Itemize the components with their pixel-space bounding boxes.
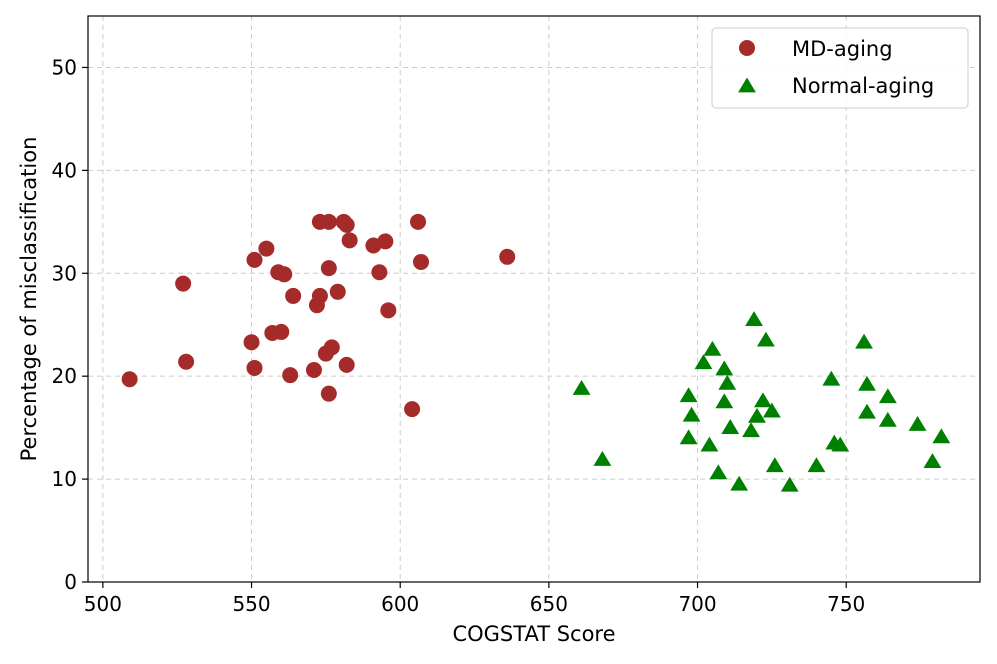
normal-aging-point xyxy=(780,476,799,492)
md-aging-point xyxy=(341,232,358,249)
md-aging-point xyxy=(323,339,340,356)
md-aging-point xyxy=(320,213,337,230)
normal-aging-point xyxy=(831,436,850,452)
x-tick-label: 650 xyxy=(530,592,568,616)
md-aging-point xyxy=(329,283,346,300)
md-aging-point xyxy=(305,362,322,379)
normal-aging-point xyxy=(858,403,876,419)
y-tick-label: 30 xyxy=(52,261,77,285)
normal-aging-point xyxy=(742,422,760,438)
legend-label-md-aging: MD-aging xyxy=(792,37,893,61)
x-tick-label: 500 xyxy=(84,592,122,616)
normal-aging-point xyxy=(718,374,737,390)
legend-box xyxy=(711,27,969,109)
normal-aging-point xyxy=(679,429,698,445)
normal-aging-point xyxy=(572,380,591,395)
md-aging-point xyxy=(258,240,275,257)
x-tick-label: 550 xyxy=(232,592,270,616)
md-aging-point xyxy=(282,367,299,384)
normal-aging-point xyxy=(822,370,841,386)
md-aging-point xyxy=(246,359,263,376)
legend: MD-aging Normal-aging xyxy=(711,27,969,109)
normal-aging-point xyxy=(754,392,772,408)
legend-label-normal-aging: Normal-aging xyxy=(792,74,934,98)
normal-aging-point xyxy=(756,331,775,347)
normal-aging-point xyxy=(721,419,740,435)
md-aging-point xyxy=(380,302,397,319)
md-aging-point xyxy=(243,334,260,351)
md-aging-point xyxy=(413,253,430,270)
normal-aging-point xyxy=(694,354,713,370)
md-aging-point xyxy=(499,248,516,265)
y-axis-ticks: 0 10 20 30 40 50 xyxy=(52,55,88,594)
md-aging-point xyxy=(121,371,138,388)
normal-aging-point xyxy=(730,475,749,491)
normal-aging-point xyxy=(748,407,766,423)
normal-aging-point xyxy=(715,393,734,409)
plot-frame xyxy=(87,15,981,583)
md-aging-point xyxy=(404,401,421,418)
x-tick-label: 600 xyxy=(381,592,419,616)
normal-aging-point xyxy=(878,388,897,404)
normal-aging-point xyxy=(765,457,784,473)
data-points xyxy=(121,213,951,492)
normal-aging-point xyxy=(807,457,826,473)
y-tick-label: 50 xyxy=(52,55,77,79)
y-tick-label: 20 xyxy=(52,364,77,388)
legend-marker-normal-aging xyxy=(738,77,756,93)
md-aging-point xyxy=(175,275,192,292)
x-tick-label: 750 xyxy=(827,592,865,616)
x-tick-label: 700 xyxy=(678,592,716,616)
md-aging-point xyxy=(377,233,394,250)
normal-aging-point xyxy=(715,360,734,376)
normal-aging-point xyxy=(908,416,927,431)
normal-aging-point xyxy=(682,406,701,422)
md-aging-point xyxy=(338,356,355,373)
md-aging-point xyxy=(410,213,427,230)
normal-aging-point xyxy=(700,436,719,452)
md-aging-point xyxy=(338,216,355,233)
normal-aging-point xyxy=(878,411,897,427)
normal-aging-point xyxy=(855,333,873,349)
x-axis-ticks: 500 550 600 650 700 750 xyxy=(84,582,865,616)
md-aging-point xyxy=(273,323,290,340)
normal-aging-point xyxy=(593,451,612,466)
md-aging-point xyxy=(276,266,293,283)
normal-aging-point xyxy=(923,453,942,468)
y-tick-label: 0 xyxy=(64,570,77,594)
md-aging-point xyxy=(311,287,328,304)
normal-aging-point xyxy=(932,428,951,444)
y-tick-label: 10 xyxy=(52,467,77,491)
normal-aging-point xyxy=(745,311,763,326)
y-axis-label: Percentage of misclassification xyxy=(17,137,41,462)
md-aging-point xyxy=(178,353,195,370)
normal-aging-point xyxy=(709,464,728,480)
normal-aging-point xyxy=(858,375,876,391)
md-aging-point xyxy=(246,251,263,268)
normal-aging-point xyxy=(762,402,781,418)
md-aging-point xyxy=(320,260,337,277)
x-axis-label: COGSTAT Score xyxy=(452,622,615,646)
md-aging-point xyxy=(285,287,302,304)
normal-aging-point xyxy=(703,340,722,356)
md-aging-point xyxy=(320,385,337,402)
y-tick-label: 40 xyxy=(52,158,77,182)
md-aging-point xyxy=(371,264,388,281)
legend-marker-md-aging xyxy=(739,40,755,56)
normal-aging-point xyxy=(679,387,698,403)
